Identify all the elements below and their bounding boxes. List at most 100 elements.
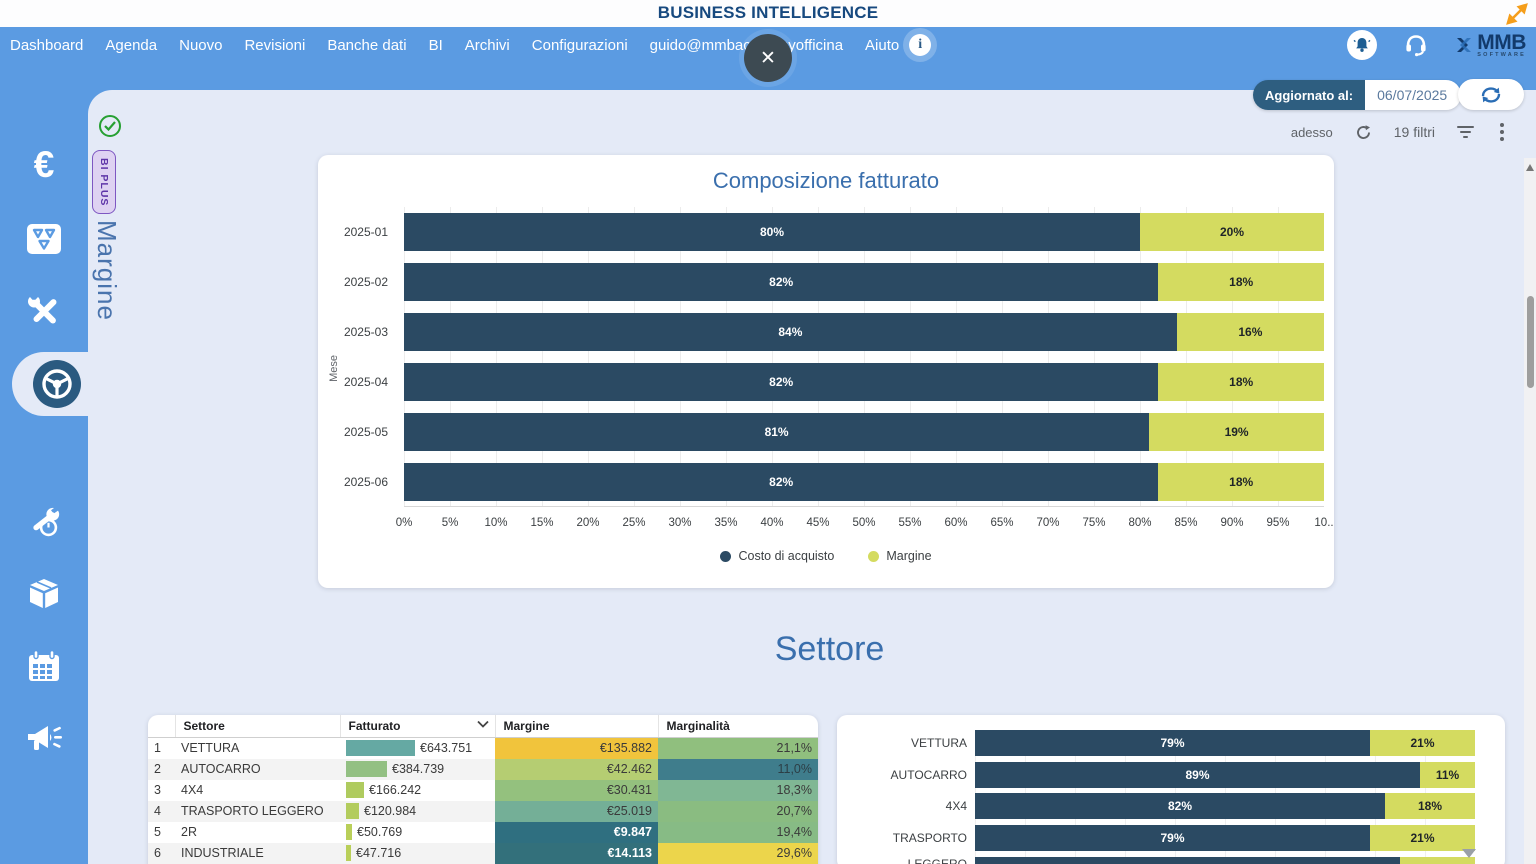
costo-segment[interactable]: 79% xyxy=(975,825,1370,852)
costo-segment[interactable]: 79% xyxy=(975,730,1370,756)
fatturato-cell: €47.716 xyxy=(340,842,495,864)
notifications-button[interactable] xyxy=(1347,30,1378,60)
costo-segment[interactable]: 84% xyxy=(404,313,1177,351)
marginalita-cell: 11,0% xyxy=(658,758,818,780)
table-row[interactable]: 6 INDUSTRIALE €47.716 €14.113 29,6% xyxy=(148,842,818,864)
mmb-logo[interactable]: MMB SOFTWARE xyxy=(1455,32,1526,59)
sidebar-item-calendar[interactable] xyxy=(0,638,88,694)
x-tick-label: 75% xyxy=(1082,517,1106,529)
headset-icon[interactable] xyxy=(1403,32,1429,58)
nav-item-revisioni[interactable]: Revisioni xyxy=(244,36,306,54)
costo-segment[interactable]: 82% xyxy=(404,363,1159,401)
row-index-cell: 5 xyxy=(154,825,161,839)
filter-icon[interactable] xyxy=(1457,126,1474,138)
sidebar-item-service-timer[interactable] xyxy=(0,493,88,549)
refresh-button[interactable] xyxy=(1458,79,1524,110)
col-fatturato[interactable]: Fatturato xyxy=(339,715,495,738)
sidebar-item-tyres-active[interactable] xyxy=(33,360,81,408)
nav-item-nuovo[interactable]: Nuovo xyxy=(179,36,223,54)
sidebar-item-tools[interactable] xyxy=(0,283,88,339)
costo-segment[interactable]: 80% xyxy=(404,213,1140,251)
nav-item-archivi[interactable]: Archivi xyxy=(464,36,510,54)
top-strip: BUSINESS INTELLIGENCE xyxy=(0,0,1536,27)
nav-item-agenda[interactable]: Agenda xyxy=(105,36,158,54)
sidebar-item-euro[interactable]: € xyxy=(0,137,88,193)
page-scrollbar[interactable] xyxy=(1524,158,1536,864)
margine-cell: €30.431 xyxy=(495,779,658,801)
margine-segment[interactable]: 15% xyxy=(1400,856,1475,864)
costo-segment[interactable]: 81% xyxy=(404,413,1150,451)
scrollbar-thumb[interactable] xyxy=(1526,296,1534,388)
updated-at-date-field[interactable]: 06/07/2025 xyxy=(1365,80,1462,110)
fatturato-bar-wrap: €50.769 xyxy=(346,822,489,843)
legend-item[interactable]: Margine xyxy=(868,549,932,563)
page-title: BUSINESS INTELLIGENCE xyxy=(657,3,879,22)
sidebar-item-warehouse[interactable] xyxy=(0,566,88,622)
nav-item-dashboard[interactable]: Dashboard xyxy=(10,36,84,54)
bi-plus-badge: BI PLUS xyxy=(92,150,116,214)
margine-segment[interactable]: 18% xyxy=(1385,793,1475,820)
table-header-row: Settore Fatturato Margine Marginalità xyxy=(148,715,818,738)
costo-segment[interactable]: 82% xyxy=(404,463,1159,501)
col-margine[interactable]: Margine xyxy=(494,715,658,738)
reload-icon[interactable] xyxy=(1355,124,1372,141)
check-icon xyxy=(104,121,116,131)
filters-count-label[interactable]: 19 filtri xyxy=(1393,124,1435,140)
legend-item[interactable]: Costo di acquisto xyxy=(720,549,834,563)
sidebar-item-mot-test[interactable] xyxy=(0,211,88,267)
fatturato-bar xyxy=(346,824,352,840)
margine-segment[interactable]: 11% xyxy=(1420,761,1475,788)
margine-cell: €42.462 xyxy=(495,758,658,780)
chevron-down-icon[interactable] xyxy=(476,720,489,728)
table-row[interactable]: 4 TRASPORTO LEGGERO €120.984 €25.019 20,7% xyxy=(148,800,818,822)
table-row[interactable]: 2 AUTOCARRO €384.739 €42.462 11,0% xyxy=(148,758,818,780)
margine-segment[interactable]: 18% xyxy=(1158,463,1324,501)
margine-segment[interactable]: 16% xyxy=(1176,313,1324,351)
expand-arrows-icon[interactable] xyxy=(1506,3,1528,25)
margine-segment[interactable]: 19% xyxy=(1149,413,1324,451)
nav-item-aiuto[interactable]: Aiuto xyxy=(865,36,900,54)
costo-segment[interactable]: 85% xyxy=(975,856,1400,864)
table-row[interactable]: 5 2R €50.769 €9.847 19,4% xyxy=(148,821,818,843)
x-tick-label: 90% xyxy=(1220,517,1244,529)
info-button[interactable]: i xyxy=(903,28,938,62)
bar-category-label: AUTOCARRO xyxy=(890,767,967,782)
nav-item-bi[interactable]: BI xyxy=(428,36,443,54)
steering-wheel-icon xyxy=(42,369,72,399)
costo-segment[interactable]: 89% xyxy=(975,761,1420,788)
col-settore[interactable]: Settore xyxy=(174,715,340,738)
bar-row: 85%15% xyxy=(975,856,1475,864)
bar-category-label: 2025-03 xyxy=(343,325,388,339)
x-tick-label: 45% xyxy=(806,517,830,529)
x-tick-label: 80% xyxy=(1128,517,1152,529)
fatturato-cell: €643.751 xyxy=(340,737,495,759)
scroll-down-hint-icon[interactable] xyxy=(1462,849,1476,858)
x-tick-label: 50% xyxy=(852,517,876,529)
nav-item-configurazioni[interactable]: Configurazioni xyxy=(531,36,628,54)
margine-segment[interactable]: 21% xyxy=(1370,730,1475,756)
margine-segment[interactable]: 21% xyxy=(1370,825,1475,852)
table-row[interactable]: 1 VETTURA €643.751 €135.882 21,1% xyxy=(148,737,818,759)
table-row[interactable]: 3 4X4 €166.242 €30.431 18,3% xyxy=(148,779,818,801)
nav-menu: Dashboard Agenda Nuovo Revisioni Banche dati… xyxy=(0,37,899,54)
margine-segment[interactable]: 20% xyxy=(1140,213,1324,251)
updated-at-label: Aggiornato al: xyxy=(1253,80,1366,110)
bar-category-label: 2025-06 xyxy=(343,475,388,489)
settore-table-card: Settore Fatturato Margine Marginalità 1 V… xyxy=(148,715,818,864)
scrollbar-up-arrow[interactable] xyxy=(1525,164,1534,171)
bar-row: 84% 16% xyxy=(404,313,1324,351)
legend-dot xyxy=(720,550,732,562)
margine-segment[interactable]: 18% xyxy=(1158,363,1324,401)
nav-item-banche-dati[interactable]: Banche dati xyxy=(327,36,407,54)
bar-category-label: 2025-01 xyxy=(343,225,388,239)
sidebar-item-marketing[interactable] xyxy=(0,711,88,767)
sidebar-active-notch xyxy=(12,352,135,416)
col-marginalita[interactable]: Marginalità xyxy=(657,715,818,738)
costo-segment[interactable]: 82% xyxy=(975,793,1385,820)
close-button[interactable]: ✕ xyxy=(744,34,792,82)
more-options-icon[interactable] xyxy=(1496,123,1508,141)
fatturato-cell: €384.739 xyxy=(340,758,495,780)
megaphone-icon xyxy=(28,726,62,750)
margine-segment[interactable]: 18% xyxy=(1158,263,1324,301)
costo-segment[interactable]: 82% xyxy=(404,263,1159,301)
